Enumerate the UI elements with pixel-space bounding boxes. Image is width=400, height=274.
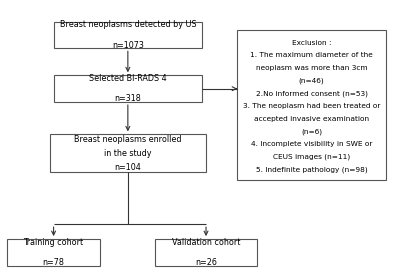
Text: n=26: n=26: [195, 258, 217, 267]
Text: CEUS images (n=11): CEUS images (n=11): [273, 154, 350, 160]
Text: Breast neoplasms enrolled: Breast neoplasms enrolled: [74, 135, 182, 144]
Text: Validation cohort: Validation cohort: [172, 238, 240, 247]
Text: 4. Incomplete visibility in SWE or: 4. Incomplete visibility in SWE or: [251, 141, 372, 147]
Text: (n=6): (n=6): [301, 128, 322, 135]
Text: in the study: in the study: [104, 149, 152, 158]
Text: n=318: n=318: [114, 94, 141, 103]
FancyBboxPatch shape: [237, 30, 386, 180]
FancyBboxPatch shape: [7, 239, 100, 266]
FancyBboxPatch shape: [50, 134, 206, 172]
Text: neoplasm was more than 3cm: neoplasm was more than 3cm: [256, 65, 367, 71]
Text: accepted invasive examination: accepted invasive examination: [254, 116, 369, 122]
Text: 2.No informed consent (n=53): 2.No informed consent (n=53): [256, 90, 368, 97]
FancyBboxPatch shape: [155, 239, 257, 266]
Text: Exclusion :: Exclusion :: [292, 40, 331, 46]
Text: n=104: n=104: [114, 163, 141, 172]
Text: n=78: n=78: [43, 258, 64, 267]
FancyBboxPatch shape: [54, 22, 202, 48]
FancyBboxPatch shape: [54, 75, 202, 102]
Text: Training cohort: Training cohort: [24, 238, 84, 247]
Text: Selected BI-RADS 4: Selected BI-RADS 4: [89, 74, 167, 83]
Text: Breast neoplasms detected by US: Breast neoplasms detected by US: [60, 21, 196, 29]
Text: 5. Indefinite pathology (n=98): 5. Indefinite pathology (n=98): [256, 166, 368, 173]
Text: 1. The maximum diameter of the: 1. The maximum diameter of the: [250, 52, 373, 58]
Text: 3. The neoplasm had been treated or: 3. The neoplasm had been treated or: [243, 103, 380, 109]
Text: n=1073: n=1073: [112, 41, 144, 50]
Text: (n=46): (n=46): [299, 78, 324, 84]
